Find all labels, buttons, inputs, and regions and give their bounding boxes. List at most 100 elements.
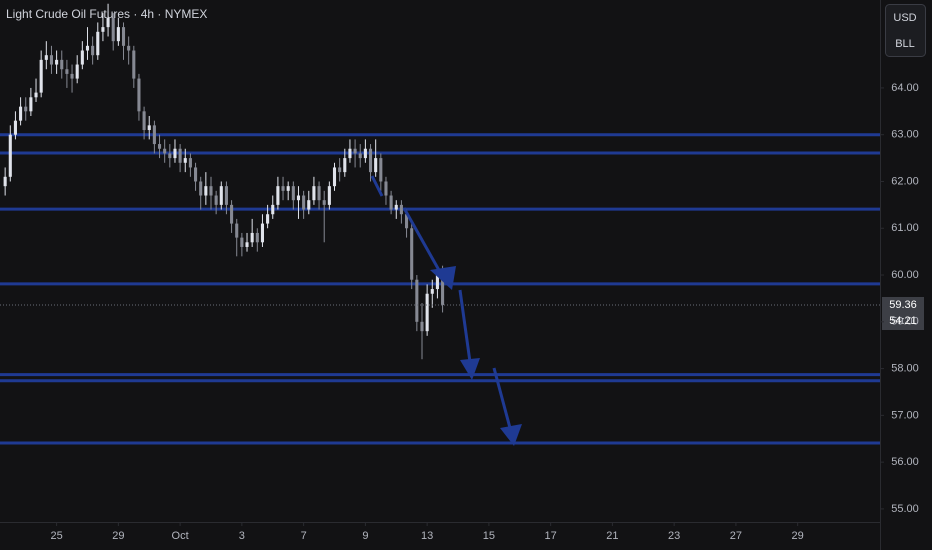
candle-body	[132, 50, 136, 79]
candle-body	[13, 120, 17, 135]
candle-body	[250, 232, 254, 243]
arrow-shaft	[458, 289, 472, 363]
x-tick-label: 29	[792, 530, 804, 542]
candle-body	[291, 186, 295, 201]
y-tick-label: 59.00	[891, 316, 919, 328]
candle-body	[188, 158, 192, 168]
candle-body	[245, 242, 249, 247]
candle-body	[420, 321, 424, 332]
candle-body	[70, 73, 74, 79]
candle-body	[96, 31, 100, 56]
candle-body	[322, 200, 326, 205]
candle-body	[49, 55, 54, 65]
candle-body	[91, 45, 95, 56]
last-price-box	[882, 297, 924, 330]
candle-body	[142, 111, 146, 131]
candle-body	[348, 148, 352, 159]
candle-body	[296, 195, 301, 201]
candle-body	[168, 153, 172, 159]
candle-body	[80, 50, 84, 65]
candle-body	[24, 106, 28, 112]
plot-area	[0, 3, 880, 445]
y-tick-label: 58.00	[891, 362, 919, 374]
candle-body	[65, 69, 69, 74]
candle-body	[235, 223, 239, 238]
candle-body	[29, 97, 33, 112]
currency-unit-button[interactable]	[885, 4, 926, 57]
candle-body	[343, 158, 347, 173]
candle-body	[276, 186, 280, 205]
candle-body	[312, 186, 316, 201]
y-tick-label: 56.00	[891, 456, 919, 468]
candle-body	[240, 237, 244, 247]
candle-body	[332, 167, 337, 187]
x-tick-label: 27	[730, 530, 742, 542]
candle-body	[389, 195, 393, 210]
currency-label[interactable]: USD	[893, 12, 916, 24]
candle-body	[116, 27, 120, 42]
candle-body	[39, 59, 43, 93]
candle-body	[358, 153, 362, 159]
candle-body	[209, 186, 213, 196]
candle-body	[266, 214, 270, 224]
candle-body	[137, 78, 141, 112]
arrow-head	[500, 424, 522, 446]
candle-body	[85, 45, 90, 51]
candle-body	[147, 125, 151, 131]
x-tick-label: 29	[112, 530, 124, 542]
candle-body	[281, 186, 285, 191]
candle-body	[173, 148, 177, 159]
candle-body	[410, 228, 414, 280]
candle-body	[255, 232, 259, 243]
candle-body	[183, 158, 187, 163]
y-tick-label: 62.00	[891, 175, 919, 187]
candle-body	[106, 17, 110, 28]
arrow-shaft	[492, 367, 512, 429]
candle-body	[379, 158, 383, 182]
x-tick-label: 15	[483, 530, 495, 542]
candle-body	[199, 181, 203, 196]
y-tick-label: 61.00	[891, 222, 919, 234]
candle-body	[44, 55, 48, 60]
candle-body	[260, 223, 264, 243]
countdown-label: 54:21	[889, 315, 917, 327]
arrow-head	[460, 358, 480, 380]
x-tick-label: 3	[239, 530, 245, 542]
candle-body	[34, 92, 38, 98]
candle-body	[302, 195, 306, 210]
x-tick-label: 9	[362, 530, 368, 542]
y-tick-label: 55.00	[891, 503, 919, 515]
candle-body	[101, 27, 105, 32]
candle-body	[111, 17, 115, 42]
candle-body	[368, 148, 373, 173]
candle-body	[399, 204, 403, 215]
x-tick-label: 17	[545, 530, 557, 542]
candle-body	[55, 59, 59, 65]
candle-body	[353, 148, 357, 154]
candle-body	[363, 148, 367, 159]
candle-body	[157, 144, 162, 149]
arrow-shaft	[370, 175, 384, 197]
candle-body	[405, 214, 409, 229]
trend-arrows	[370, 175, 522, 446]
candle-body	[338, 167, 342, 173]
candle-body	[163, 148, 167, 154]
x-tick-label: 13	[421, 530, 433, 542]
candle-body	[430, 289, 434, 294]
candle-body	[60, 59, 64, 70]
candle-body	[127, 45, 131, 51]
candle-body	[194, 167, 198, 182]
candle-body	[230, 204, 234, 224]
candle-body	[19, 106, 23, 121]
unit-label[interactable]: BLL	[895, 38, 915, 50]
x-tick-label: 21	[606, 530, 618, 542]
y-tick-label: 60.00	[891, 269, 919, 281]
candle-body	[435, 270, 439, 290]
candle-body	[441, 270, 445, 305]
candle-body	[374, 158, 378, 173]
x-tick-label: 7	[301, 530, 307, 542]
candle-body	[415, 279, 419, 322]
